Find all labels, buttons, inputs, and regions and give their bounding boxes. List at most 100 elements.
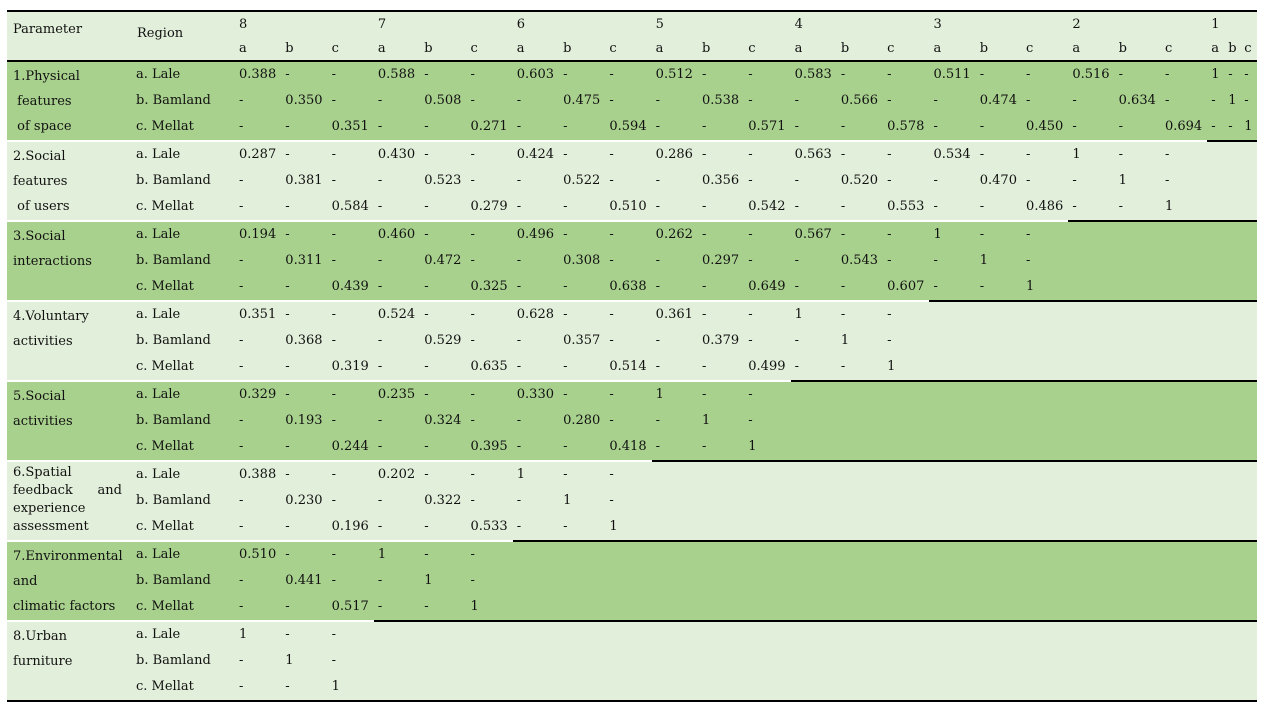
region-label: c. Mellat: [133, 194, 235, 220]
value-cell: -: [373, 594, 421, 620]
region-label: a. Lale: [133, 62, 235, 88]
void-cell: [1068, 460, 1115, 488]
void-cell: [1207, 568, 1225, 594]
value-cell: 0.510: [235, 540, 282, 568]
value-cell: -: [466, 408, 513, 434]
value-cell: -: [420, 114, 467, 140]
void-cell: [1240, 568, 1258, 594]
void-cell: [697, 620, 745, 648]
void-cell: [929, 540, 976, 568]
value-cell: -: [651, 354, 698, 380]
value-cell: 0.512: [651, 62, 698, 88]
value-cell: -: [836, 354, 884, 380]
value-cell: 1: [744, 434, 791, 460]
header-group-number: 2: [1068, 12, 1208, 38]
value-cell: -: [466, 540, 513, 568]
value-cell: -: [327, 380, 374, 408]
value-cell: -: [744, 248, 791, 274]
region-label: a. Lale: [133, 380, 235, 408]
value-cell: 1: [651, 380, 698, 408]
value-cell: 0.543: [836, 248, 884, 274]
void-cell: [975, 594, 1023, 620]
value-cell: -: [1068, 114, 1115, 140]
header-sub-column: b: [281, 38, 328, 62]
value-cell: -: [373, 488, 421, 514]
value-cell: -: [605, 248, 652, 274]
void-cell: [420, 648, 467, 674]
value-cell: -: [1224, 62, 1241, 88]
void-cell: [790, 434, 837, 460]
value-cell: 0.694: [1160, 114, 1208, 140]
void-cell: [1240, 434, 1258, 460]
void-cell: [929, 488, 976, 514]
value-cell: 0.510: [605, 194, 652, 220]
value-cell: 0.563: [790, 140, 837, 168]
value-cell: -: [327, 408, 374, 434]
void-cell: [651, 514, 698, 540]
value-cell: -: [975, 62, 1023, 88]
table-row: c. Mellat - -0.244- -0.395- -0.418- -1: [7, 434, 1258, 460]
value-cell: -: [697, 434, 745, 460]
value-cell: -: [327, 488, 374, 514]
void-cell: [1224, 514, 1241, 540]
region-label: b. Bamland: [133, 248, 235, 274]
void-cell: [651, 648, 698, 674]
void-cell: [790, 594, 837, 620]
value-cell: 0.430: [373, 140, 421, 168]
value-cell: -: [883, 168, 930, 194]
value-cell: -: [1022, 248, 1069, 274]
value-cell: -: [605, 488, 652, 514]
void-cell: [1114, 674, 1161, 700]
value-cell: -: [790, 274, 837, 300]
value-cell: 0.474: [975, 88, 1023, 114]
void-cell: [1207, 408, 1225, 434]
void-cell: [975, 488, 1023, 514]
void-cell: [1160, 674, 1208, 700]
value-cell: -: [697, 220, 745, 248]
value-cell: -: [975, 140, 1023, 168]
value-cell: 0.418: [605, 434, 652, 460]
region-label: c. Mellat: [133, 434, 235, 460]
void-cell: [651, 488, 698, 514]
table-row: b. Bamland -0.381- -0.523- -0.522- -0.356- -0…: [7, 168, 1258, 194]
value-cell: -: [651, 194, 698, 220]
value-cell: -: [1160, 88, 1208, 114]
table-row: b. Bamland -0.230- -0.322- -1-: [7, 488, 1258, 514]
value-cell: 0.230: [281, 488, 328, 514]
void-cell: [1224, 354, 1241, 380]
table-row: c. Mellat - -0.439- -0.325- -0.638- -0.649- -0…: [7, 274, 1258, 300]
value-cell: -: [235, 514, 282, 540]
value-cell: -: [420, 434, 467, 460]
void-cell: [1207, 594, 1225, 620]
void-cell: [1160, 328, 1208, 354]
void-cell: [605, 674, 652, 700]
void-cell: [1022, 328, 1069, 354]
value-cell: -: [235, 488, 282, 514]
void-cell: [836, 594, 884, 620]
region-label: a. Lale: [133, 460, 235, 488]
parameter-label: 3.Social interactions: [7, 220, 133, 300]
region-label: c. Mellat: [133, 674, 235, 700]
value-cell: 0.368: [281, 328, 328, 354]
value-cell: -: [790, 328, 837, 354]
void-cell: [744, 460, 791, 488]
value-cell: -: [1114, 194, 1161, 220]
value-cell: -: [559, 62, 606, 88]
void-cell: [975, 540, 1023, 568]
table-row: 5.Social activities a. Lale 0.329- -0.235- -…: [7, 380, 1258, 460]
value-cell: 0.523: [420, 168, 467, 194]
void-cell: [1160, 248, 1208, 274]
void-cell: [466, 648, 513, 674]
void-cell: [1224, 648, 1241, 674]
void-cell: [929, 514, 976, 540]
parameter-label: 1.Physical features of space: [7, 62, 133, 140]
table-row: 2.Social features of users a. Lale 0.287- -…: [7, 140, 1258, 220]
table-header: Parameter Region 8 7 6 5 4 3 2 1 a b c a b c a b c a b c a b c a b…: [7, 12, 1258, 62]
value-cell: -: [235, 114, 282, 140]
value-cell: 0.424: [512, 140, 560, 168]
value-cell: 0.450: [1022, 114, 1069, 140]
parameter-label: 8.Urban furniture: [7, 620, 133, 700]
value-cell: -: [420, 300, 467, 328]
value-cell: 0.279: [466, 194, 513, 220]
